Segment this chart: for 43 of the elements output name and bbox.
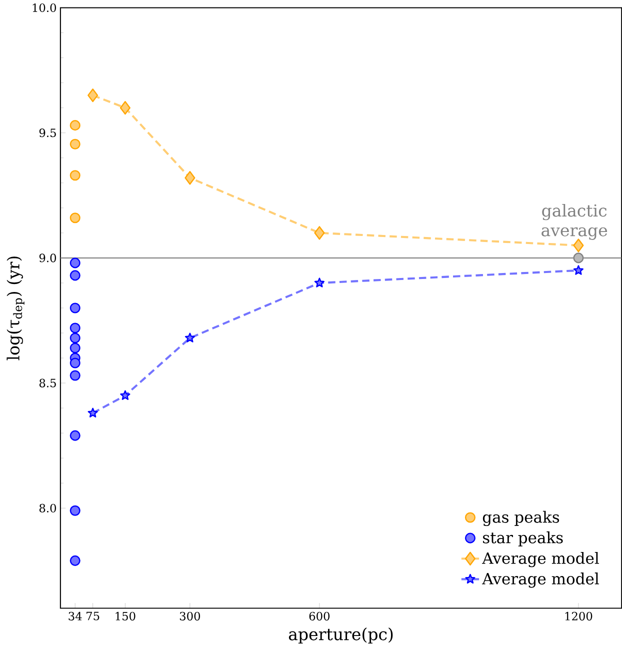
x-tick-label: 600 [309,612,330,620]
point [70,430,80,441]
y-tick-label: 10.0 [32,3,56,12]
point [70,170,80,181]
point [573,252,584,264]
legend-label: Average model [482,572,599,588]
y-tick-label: 8.0 [39,504,56,512]
x-tick-label: 1200 [565,612,592,620]
x-tick-label: 150 [116,612,136,620]
point [70,322,80,334]
point [70,370,80,381]
y-tick-label: 9.5 [39,128,56,138]
point [70,358,80,368]
point [314,278,324,288]
point [70,555,80,566]
point [184,332,195,342]
point [120,101,130,115]
x-tick-label: 75 [86,612,100,620]
legend-label: star peaks [482,531,563,546]
point [314,226,325,240]
annotation: galactic average [542,204,607,240]
point [70,258,80,268]
point [184,171,196,185]
x-axis-title: aperture(pc) [288,628,393,644]
point [70,342,80,354]
point [70,505,80,516]
point [88,408,98,418]
legend-label: gas peaks [482,510,560,526]
y-tick-label: 8.5 [39,378,56,388]
point [573,265,584,275]
x-tick-label: 34 [68,612,82,620]
point [70,332,80,344]
point [70,302,80,314]
point [70,212,80,224]
point [87,88,98,102]
x-tick-label: 300 [180,612,200,620]
legend-label: Average model [482,552,599,568]
point [70,120,80,131]
y-axis-title: log(τ$_{dep}$) (yr) [6,256,24,360]
point [120,390,130,400]
point [70,138,80,150]
point [70,270,80,281]
y-tick-label: 9.0 [39,254,56,262]
